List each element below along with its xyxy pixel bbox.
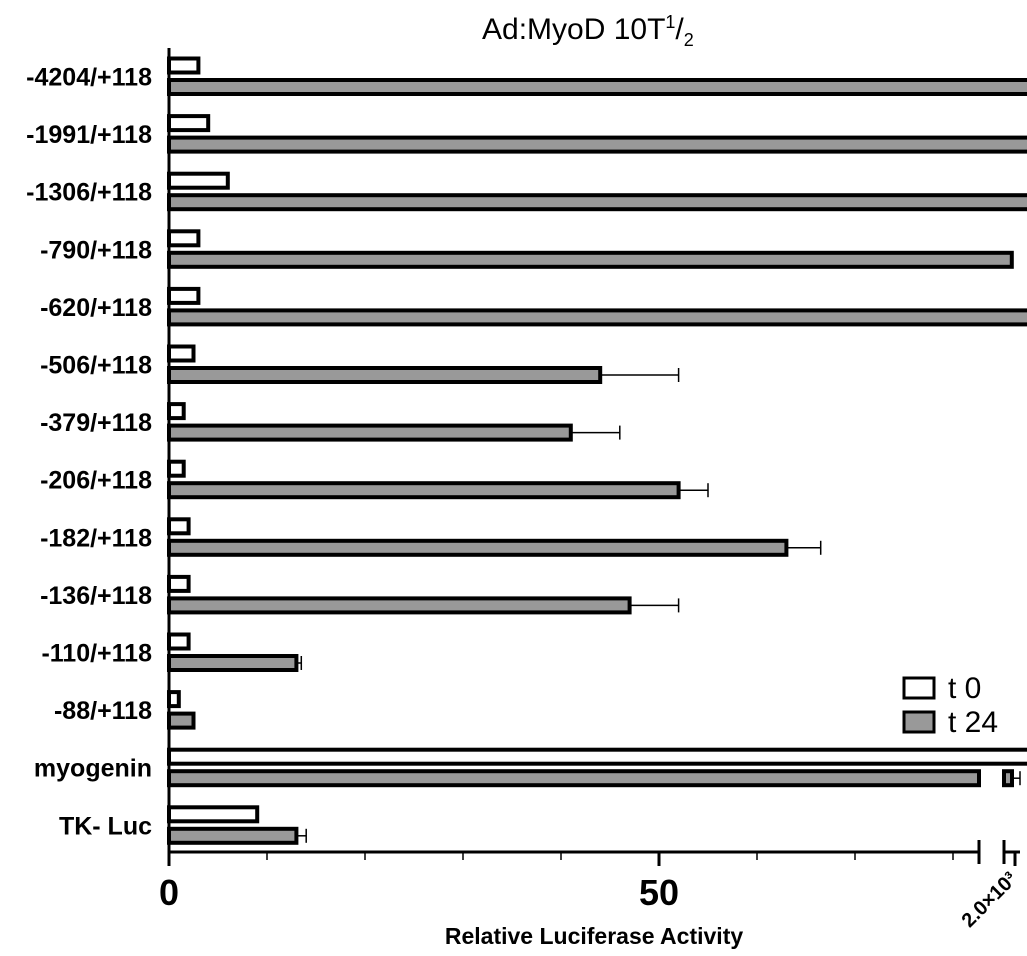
t24-bar (167, 596, 632, 615)
t24-bar (167, 769, 981, 788)
t24-bar (167, 366, 603, 384)
category-label: -620/+118 (40, 294, 152, 322)
t24-bar (167, 711, 196, 730)
t24-bar (167, 654, 299, 672)
t0-bar (167, 805, 260, 824)
t0-bar (167, 517, 191, 536)
t24-bar (167, 193, 1027, 212)
x-axis-title: Relative Luciferase Activity (445, 923, 743, 949)
title-main: Ad:MyoD 10T (482, 13, 666, 46)
category-label: -206/+118 (40, 467, 152, 495)
category-label: -379/+118 (40, 409, 152, 437)
t0-bar (167, 286, 201, 305)
t0-bar (167, 56, 201, 75)
t0-bar (167, 574, 191, 593)
legend-label: t 0 (948, 672, 981, 705)
t0-bar (167, 344, 196, 363)
x-tick-label: 2.0×10³ (958, 868, 1022, 932)
category-label: -1306/+118 (26, 179, 152, 207)
t0-bar (167, 747, 1027, 766)
category-label: -506/+118 (40, 352, 152, 380)
title-subscript: 2 (683, 30, 694, 50)
category-label: -4204/+118 (26, 64, 152, 92)
title-slash: / (675, 13, 684, 46)
category-label: -110/+118 (41, 640, 152, 668)
category-label: -136/+118 (40, 582, 152, 610)
t24-bar (167, 250, 1014, 269)
category-label: -182/+118 (40, 524, 152, 552)
category-label: -790/+118 (40, 236, 152, 264)
t24-bar (167, 308, 1027, 327)
x-tick-label: 0 (159, 872, 179, 913)
t24-bar (167, 423, 573, 442)
category-label: myogenin (34, 755, 152, 783)
category-label: TK- Luc (59, 812, 152, 840)
t24-bar-continued (1002, 769, 1014, 788)
t24-bar (167, 78, 1027, 96)
t24-bar (167, 826, 299, 845)
t0-bar (167, 459, 186, 478)
legend-label: t 24 (948, 706, 998, 739)
t0-bar (167, 171, 230, 190)
category-label: -88/+118 (54, 697, 152, 725)
title-superscript: 1 (665, 12, 676, 32)
t24-bar (167, 135, 1027, 154)
t24-bar (167, 538, 789, 557)
t0-bar (167, 402, 186, 421)
legend-swatch (902, 710, 936, 734)
t0-bar (167, 114, 211, 133)
t24-bar (167, 481, 681, 500)
t0-bar (167, 632, 191, 651)
t0-bar (167, 229, 201, 248)
category-label: -1991/+118 (26, 121, 152, 149)
x-tick-label: 50 (639, 872, 679, 913)
legend-swatch (902, 676, 936, 700)
